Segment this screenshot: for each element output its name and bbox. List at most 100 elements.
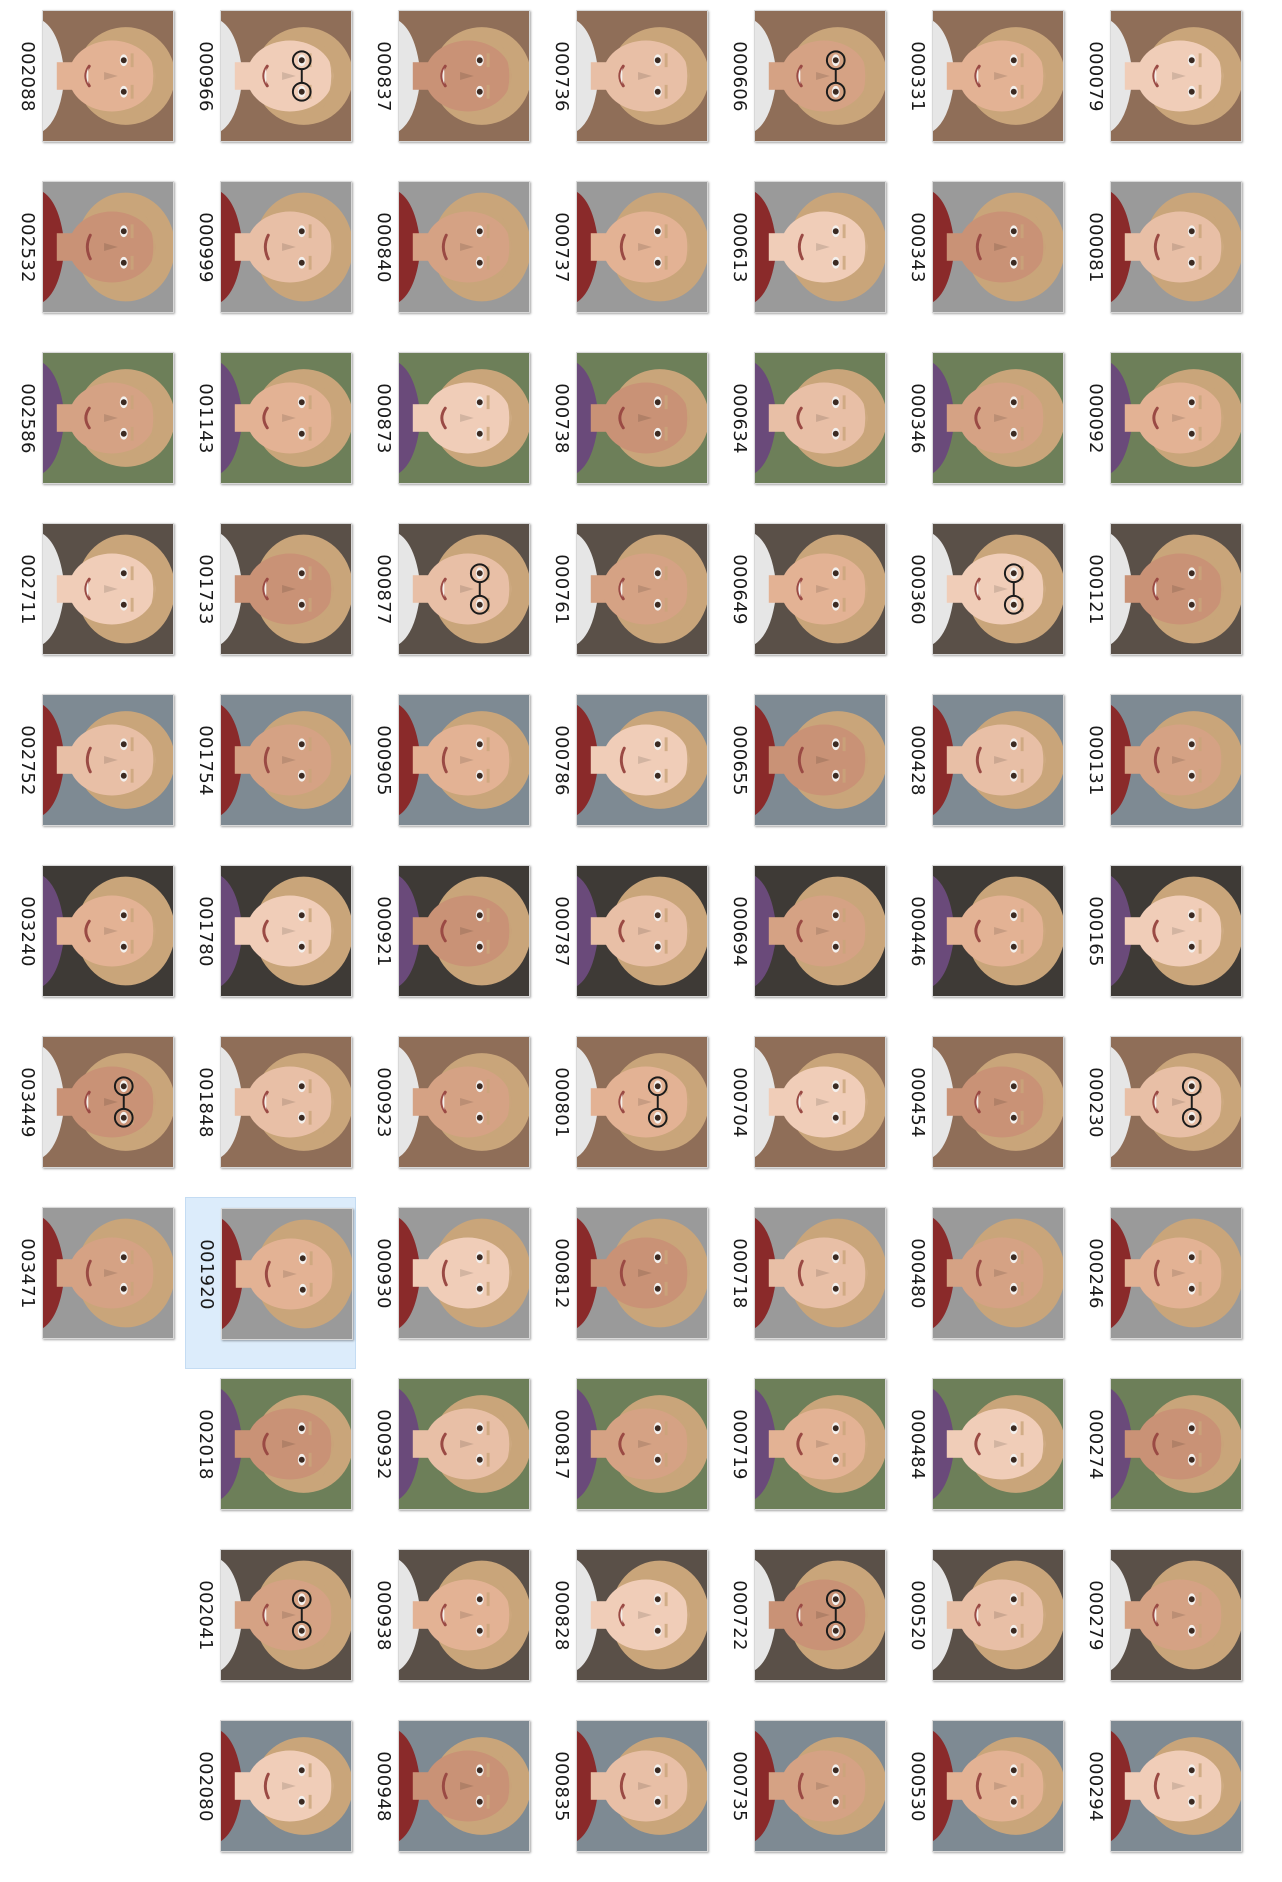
face-thumbnail-image[interactable]: [398, 1549, 530, 1681]
file-tile[interactable]: 000346: [897, 342, 1068, 514]
file-tile[interactable]: 000873: [363, 342, 534, 514]
file-tile[interactable]: 002041: [185, 1539, 356, 1711]
file-tile[interactable]: 000165: [1075, 855, 1246, 1027]
file-tile[interactable]: 000530: [897, 1710, 1068, 1882]
file-tile[interactable]: 000230: [1075, 1026, 1246, 1198]
face-thumbnail-image[interactable]: [1110, 1549, 1242, 1681]
file-tile[interactable]: 000484: [897, 1368, 1068, 1540]
face-thumbnail-image[interactable]: [42, 181, 174, 313]
face-thumbnail-image[interactable]: [754, 10, 886, 142]
face-thumbnail-image[interactable]: [754, 1036, 886, 1168]
face-thumbnail-image[interactable]: [754, 352, 886, 484]
file-tile[interactable]: 000343: [897, 171, 1068, 343]
file-tile[interactable]: 000905: [363, 684, 534, 856]
file-tile[interactable]: 000761: [541, 513, 712, 685]
face-thumbnail-image[interactable]: [932, 1207, 1064, 1339]
file-tile[interactable]: 000081: [1075, 171, 1246, 343]
file-tile[interactable]: 000704: [719, 1026, 890, 1198]
file-tile[interactable]: 000828: [541, 1539, 712, 1711]
face-thumbnail-image[interactable]: [576, 10, 708, 142]
face-thumbnail-image[interactable]: [1110, 1378, 1242, 1510]
face-thumbnail-image[interactable]: [576, 523, 708, 655]
face-thumbnail-image[interactable]: [576, 694, 708, 826]
face-thumbnail-image[interactable]: [576, 1036, 708, 1168]
face-thumbnail-image[interactable]: [220, 352, 352, 484]
face-thumbnail-image[interactable]: [42, 10, 174, 142]
file-tile[interactable]: 000121: [1075, 513, 1246, 685]
face-thumbnail-image[interactable]: [220, 865, 352, 997]
file-tile[interactable]: 000837: [363, 0, 534, 172]
file-tile[interactable]: 001920: [185, 1197, 356, 1369]
face-thumbnail-image[interactable]: [576, 1207, 708, 1339]
face-thumbnail-image[interactable]: [398, 1036, 530, 1168]
face-thumbnail-image[interactable]: [932, 1549, 1064, 1681]
face-thumbnail-image[interactable]: [932, 10, 1064, 142]
face-thumbnail-image[interactable]: [932, 694, 1064, 826]
face-thumbnail-image[interactable]: [932, 865, 1064, 997]
file-tile[interactable]: 000840: [363, 171, 534, 343]
face-thumbnail-image[interactable]: [932, 352, 1064, 484]
face-thumbnail-image[interactable]: [1110, 10, 1242, 142]
file-tile[interactable]: 003471: [7, 1197, 178, 1369]
file-tile[interactable]: 000719: [719, 1368, 890, 1540]
file-tile[interactable]: 000736: [541, 0, 712, 172]
file-tile[interactable]: 000801: [541, 1026, 712, 1198]
face-thumbnail-image[interactable]: [754, 1378, 886, 1510]
face-thumbnail-image[interactable]: [42, 523, 174, 655]
file-tile[interactable]: 000294: [1075, 1710, 1246, 1882]
face-thumbnail-image[interactable]: [1110, 1207, 1242, 1339]
file-tile[interactable]: 000722: [719, 1539, 890, 1711]
face-thumbnail-image[interactable]: [42, 1036, 174, 1168]
face-thumbnail-image[interactable]: [1110, 352, 1242, 484]
face-thumbnail-image[interactable]: [398, 1378, 530, 1510]
file-tile[interactable]: 000428: [897, 684, 1068, 856]
file-tile[interactable]: 000938: [363, 1539, 534, 1711]
face-thumbnail-image[interactable]: [754, 694, 886, 826]
file-tile[interactable]: 000634: [719, 342, 890, 514]
file-tile[interactable]: 000613: [719, 171, 890, 343]
face-thumbnail-image[interactable]: [932, 1378, 1064, 1510]
file-tile[interactable]: 000817: [541, 1368, 712, 1540]
file-tile[interactable]: 000131: [1075, 684, 1246, 856]
face-thumbnail-image[interactable]: [398, 1720, 530, 1852]
file-tile[interactable]: 000923: [363, 1026, 534, 1198]
face-thumbnail-image[interactable]: [42, 352, 174, 484]
file-tile[interactable]: 000446: [897, 855, 1068, 1027]
face-thumbnail-image[interactable]: [576, 1720, 708, 1852]
face-thumbnail-image[interactable]: [398, 1207, 530, 1339]
face-thumbnail-image[interactable]: [932, 181, 1064, 313]
file-tile[interactable]: 000480: [897, 1197, 1068, 1369]
file-tile[interactable]: 000930: [363, 1197, 534, 1369]
file-tile[interactable]: 002088: [7, 0, 178, 172]
file-tile[interactable]: 002752: [7, 684, 178, 856]
face-thumbnail-image[interactable]: [398, 181, 530, 313]
file-tile[interactable]: 002080: [185, 1710, 356, 1882]
face-thumbnail-image[interactable]: [576, 181, 708, 313]
file-tile[interactable]: 000360: [897, 513, 1068, 685]
face-thumbnail-image[interactable]: [220, 523, 352, 655]
face-thumbnail-image[interactable]: [398, 10, 530, 142]
file-tile[interactable]: 001143: [185, 342, 356, 514]
face-thumbnail-image[interactable]: [1110, 865, 1242, 997]
file-tile[interactable]: 002711: [7, 513, 178, 685]
file-tile[interactable]: 000966: [185, 0, 356, 172]
file-tile[interactable]: 003240: [7, 855, 178, 1027]
face-thumbnail-image[interactable]: [754, 1549, 886, 1681]
face-thumbnail-image[interactable]: [1110, 181, 1242, 313]
face-thumbnail-image[interactable]: [398, 352, 530, 484]
face-thumbnail-image[interactable]: [576, 865, 708, 997]
file-tile[interactable]: 001780: [185, 855, 356, 1027]
face-thumbnail-image[interactable]: [754, 865, 886, 997]
face-thumbnail-image[interactable]: [221, 1208, 353, 1340]
file-tile[interactable]: 000737: [541, 171, 712, 343]
file-tile[interactable]: 000606: [719, 0, 890, 172]
face-thumbnail-image[interactable]: [220, 10, 352, 142]
file-tile[interactable]: 002532: [7, 171, 178, 343]
face-thumbnail-image[interactable]: [576, 1378, 708, 1510]
file-tile[interactable]: 003449: [7, 1026, 178, 1198]
file-tile[interactable]: 000948: [363, 1710, 534, 1882]
file-tile[interactable]: 000877: [363, 513, 534, 685]
face-thumbnail-image[interactable]: [1110, 523, 1242, 655]
file-tile[interactable]: 000649: [719, 513, 890, 685]
file-tile[interactable]: 000092: [1075, 342, 1246, 514]
